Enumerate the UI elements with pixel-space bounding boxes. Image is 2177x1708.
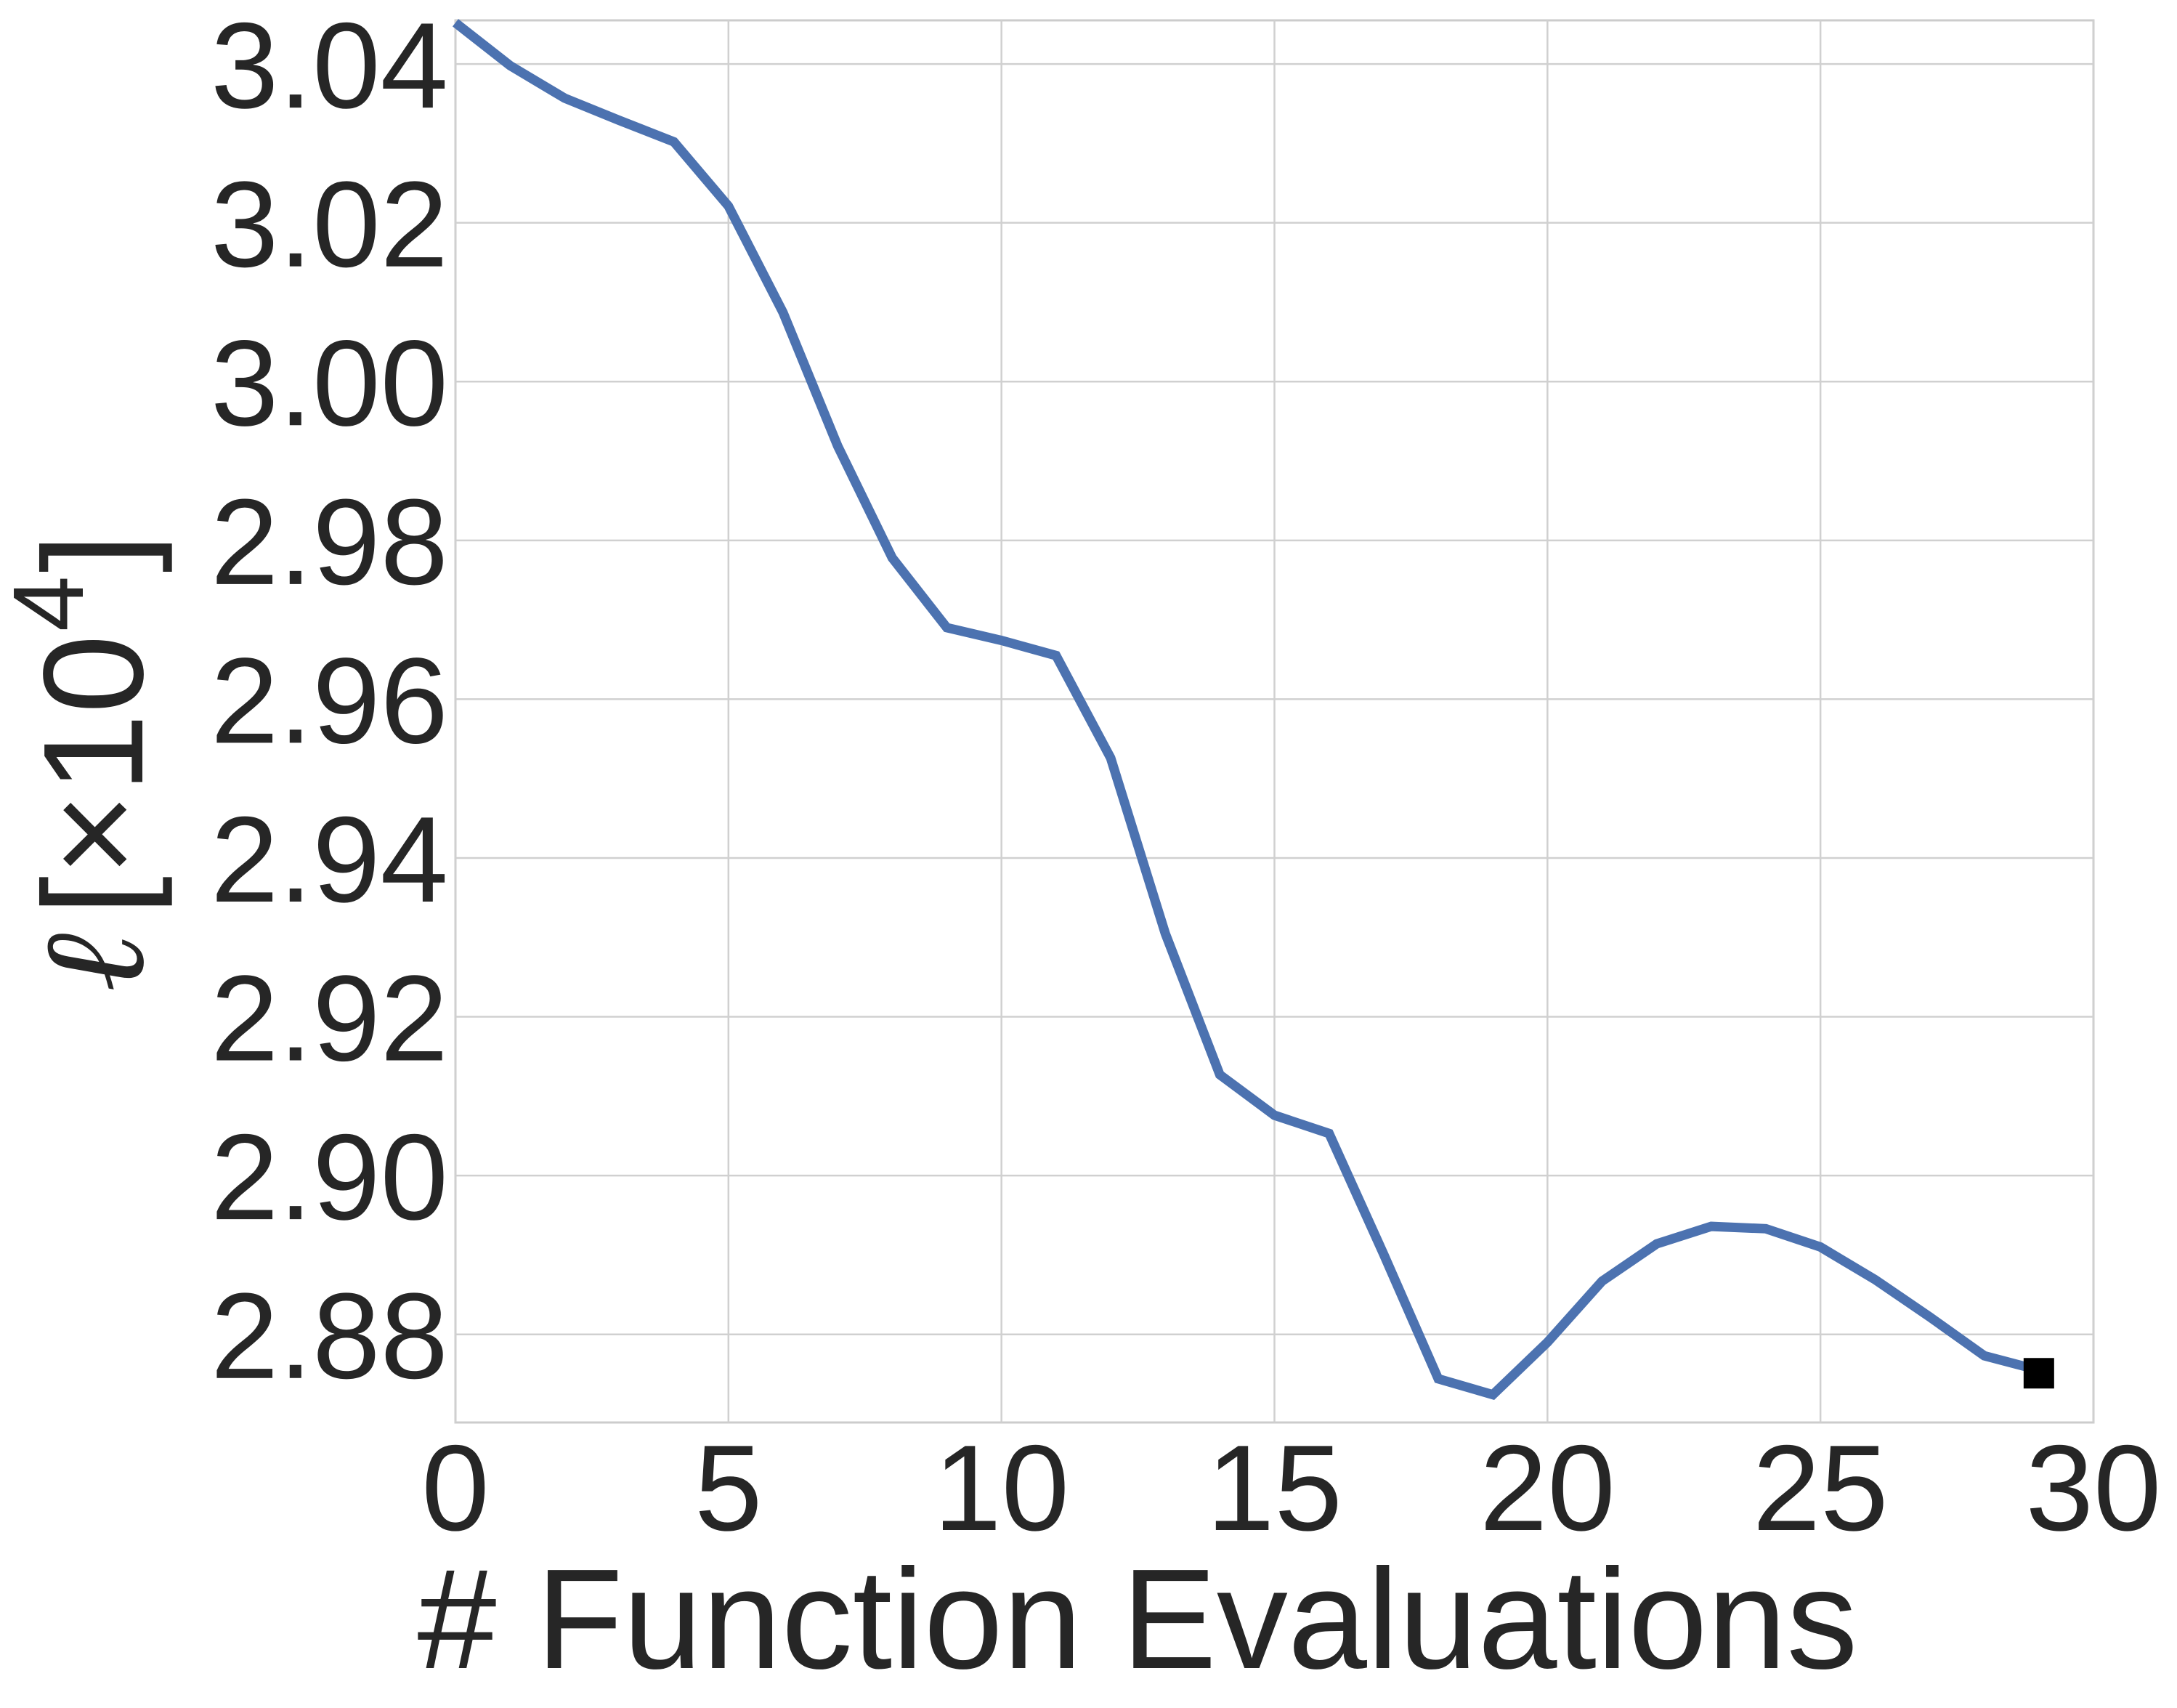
x-tick-label: 10 (933, 1420, 1069, 1556)
x-tick-label: 30 (2026, 1420, 2162, 1556)
y-tick-label: 3.00 (211, 315, 448, 451)
y-tick-label: 2.96 (211, 632, 448, 769)
x-tick-label: 5 (694, 1420, 762, 1556)
y-axis-label-prefix: [×10 (14, 634, 173, 915)
y-axis-label: ℓ [×10 4 ] (0, 533, 177, 992)
y-tick-label: 2.88 (211, 1268, 448, 1404)
x-tick-label: 20 (1480, 1420, 1615, 1556)
y-tick-label: 3.04 (211, 0, 448, 134)
y-axis-label-suffix: ] (14, 533, 173, 572)
y-tick-label: 2.90 (211, 1109, 448, 1245)
end-marker (2023, 1358, 2054, 1389)
grid (454, 20, 2095, 1422)
series-line (452, 19, 2040, 1400)
series-layer (452, 19, 2054, 1400)
y-tick-label: 3.02 (211, 156, 448, 293)
y-tick-label: 2.92 (211, 950, 448, 1087)
svg-text:ℓ [×10 4 ]: ℓ [×10 4 ] (0, 533, 177, 992)
x-tick-label: 25 (1753, 1420, 1889, 1556)
x-tick-label: 15 (1207, 1420, 1342, 1556)
tick-labels: 0 5 10 15 20 25 30 2.88 2.90 2.92 2.94 2.96 2.98 3.00… (211, 0, 2161, 1556)
y-axis-label-symbol: ℓ (11, 933, 177, 992)
x-tick-label: 0 (421, 1420, 489, 1556)
y-tick-label: 2.94 (211, 791, 448, 928)
y-axis-label-exponent: 4 (0, 576, 105, 632)
x-axis-label: # Function Evaluations (418, 1539, 1858, 1699)
y-tick-label: 2.98 (211, 474, 448, 610)
